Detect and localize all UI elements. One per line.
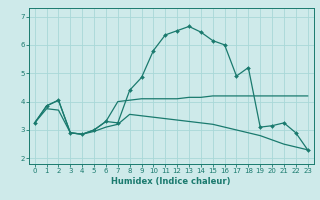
X-axis label: Humidex (Indice chaleur): Humidex (Indice chaleur) [111,177,231,186]
